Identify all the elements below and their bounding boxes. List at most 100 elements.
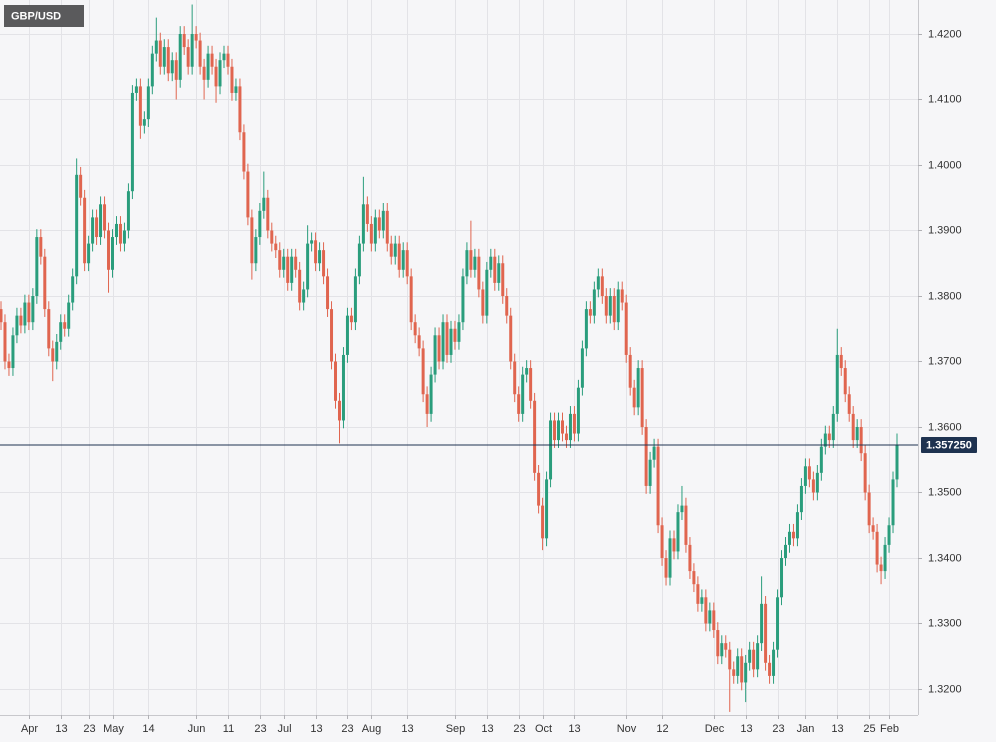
x-tick-label: Oct bbox=[535, 723, 552, 735]
x-tick-label: 23 bbox=[254, 723, 266, 735]
candle-body bbox=[389, 243, 393, 257]
candle-body bbox=[107, 230, 111, 270]
candle-body bbox=[863, 453, 867, 493]
candle-body bbox=[83, 197, 87, 264]
candle-body bbox=[728, 649, 732, 670]
x-tick-label: Jun bbox=[188, 723, 206, 735]
candle-body bbox=[349, 315, 353, 323]
candle-body bbox=[286, 256, 290, 283]
x-tick-label: Nov bbox=[617, 723, 637, 735]
candle-body bbox=[823, 433, 827, 447]
candle-body bbox=[413, 322, 417, 336]
candle-body bbox=[326, 276, 330, 310]
candle-body bbox=[453, 328, 457, 342]
candle-body bbox=[553, 420, 557, 441]
candle-body bbox=[620, 289, 624, 303]
x-tick-label: 13 bbox=[831, 723, 843, 735]
candle-body bbox=[202, 66, 206, 80]
candle-body bbox=[154, 40, 158, 54]
candle-body bbox=[568, 413, 572, 441]
candle-body bbox=[811, 479, 815, 493]
candle-body bbox=[87, 243, 91, 264]
candle-body bbox=[525, 368, 529, 375]
candle-body bbox=[162, 47, 166, 67]
candle-body bbox=[827, 433, 831, 441]
candle-body bbox=[652, 446, 656, 460]
candle-body bbox=[254, 237, 258, 264]
candle-body bbox=[871, 525, 875, 532]
candle-body bbox=[111, 237, 115, 270]
candle-body bbox=[3, 322, 7, 362]
candle-body bbox=[616, 289, 620, 323]
candle-body bbox=[417, 335, 421, 349]
candle-body bbox=[262, 197, 266, 211]
x-tick-label: Dec bbox=[705, 723, 725, 735]
candle-body bbox=[433, 335, 437, 375]
candle-body bbox=[481, 289, 485, 316]
candle-body bbox=[401, 250, 405, 270]
x-tick-label: 13 bbox=[568, 723, 580, 735]
candle-body bbox=[851, 413, 855, 441]
candle-body bbox=[405, 250, 409, 277]
candle-body bbox=[549, 420, 553, 480]
candle-body bbox=[780, 557, 784, 598]
candle-body bbox=[692, 571, 696, 585]
chart-title: GBP/USD bbox=[11, 10, 61, 22]
candle-body bbox=[839, 354, 843, 369]
candle-body bbox=[146, 86, 150, 120]
candle-body bbox=[150, 53, 154, 87]
candle-body bbox=[461, 276, 465, 323]
candle-body bbox=[43, 256, 47, 310]
candle-body bbox=[604, 295, 608, 316]
candle-body bbox=[142, 119, 146, 126]
candle-body bbox=[302, 289, 306, 303]
candle-body bbox=[186, 47, 190, 67]
candle-body bbox=[337, 400, 341, 421]
candle-body bbox=[676, 512, 680, 552]
candle-body bbox=[732, 669, 736, 676]
candle-body bbox=[234, 86, 238, 93]
candle-body bbox=[879, 564, 883, 572]
candle-body bbox=[206, 53, 210, 80]
candle-body bbox=[791, 531, 795, 539]
candle-body bbox=[684, 505, 688, 545]
x-tick-label: 23 bbox=[341, 723, 353, 735]
candle-body bbox=[588, 309, 592, 316]
candle-body bbox=[584, 309, 588, 349]
candle-body bbox=[799, 485, 803, 513]
candle-body bbox=[63, 322, 67, 329]
candle-body bbox=[19, 315, 23, 326]
candle-body bbox=[680, 505, 684, 513]
candle-body bbox=[640, 368, 644, 427]
candle-body bbox=[847, 394, 851, 414]
candle-body bbox=[807, 466, 811, 480]
candle-body bbox=[210, 53, 214, 67]
candle-body bbox=[47, 309, 51, 349]
candle-body bbox=[485, 269, 489, 316]
candle-body bbox=[501, 263, 505, 296]
candle-body bbox=[0, 309, 3, 323]
candle-body bbox=[51, 348, 55, 362]
candle-body bbox=[831, 413, 835, 441]
candle-body bbox=[7, 361, 11, 369]
candle-body bbox=[310, 240, 314, 244]
candle-body bbox=[393, 243, 397, 257]
candle-body bbox=[541, 505, 545, 539]
candle-body bbox=[477, 256, 481, 290]
candle-body bbox=[118, 223, 122, 244]
x-tick-label: 13 bbox=[481, 723, 493, 735]
candle-body bbox=[740, 656, 744, 683]
candle-body bbox=[493, 256, 497, 283]
candle-body bbox=[298, 269, 302, 303]
candle-body bbox=[469, 250, 473, 270]
candle-body bbox=[27, 302, 31, 323]
y-tick-label: 1.3900 bbox=[928, 224, 962, 236]
candle-body bbox=[222, 53, 226, 61]
candle-body bbox=[505, 295, 509, 316]
candle-body bbox=[815, 472, 819, 493]
x-tick-label: 13 bbox=[310, 723, 322, 735]
candle-body bbox=[529, 368, 533, 401]
candle-body bbox=[752, 649, 756, 670]
candle-body bbox=[290, 256, 294, 283]
